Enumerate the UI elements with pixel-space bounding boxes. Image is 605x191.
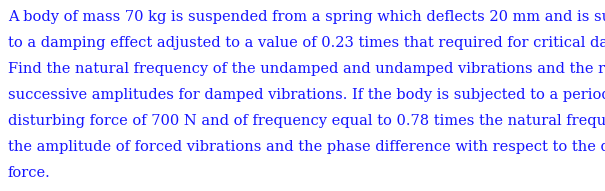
Text: Find the natural frequency of the undamped and undamped vibrations and the ratio: Find the natural frequency of the undamp… (8, 62, 605, 76)
Text: disturbing force of 700 N and of frequency equal to 0.78 times the natural frequ: disturbing force of 700 N and of frequen… (8, 114, 605, 128)
Text: the amplitude of forced vibrations and the phase difference with respect to the : the amplitude of forced vibrations and t… (8, 140, 605, 154)
Text: to a damping effect adjusted to a value of 0.23 times that required for critical: to a damping effect adjusted to a value … (8, 36, 605, 50)
Text: successive amplitudes for damped vibrations. If the body is subjected to a perio: successive amplitudes for damped vibrati… (8, 88, 605, 102)
Text: A body of mass 70 kg is suspended from a spring which deflects 20 mm and is subj: A body of mass 70 kg is suspended from a… (8, 10, 605, 24)
Text: force.: force. (8, 166, 51, 180)
